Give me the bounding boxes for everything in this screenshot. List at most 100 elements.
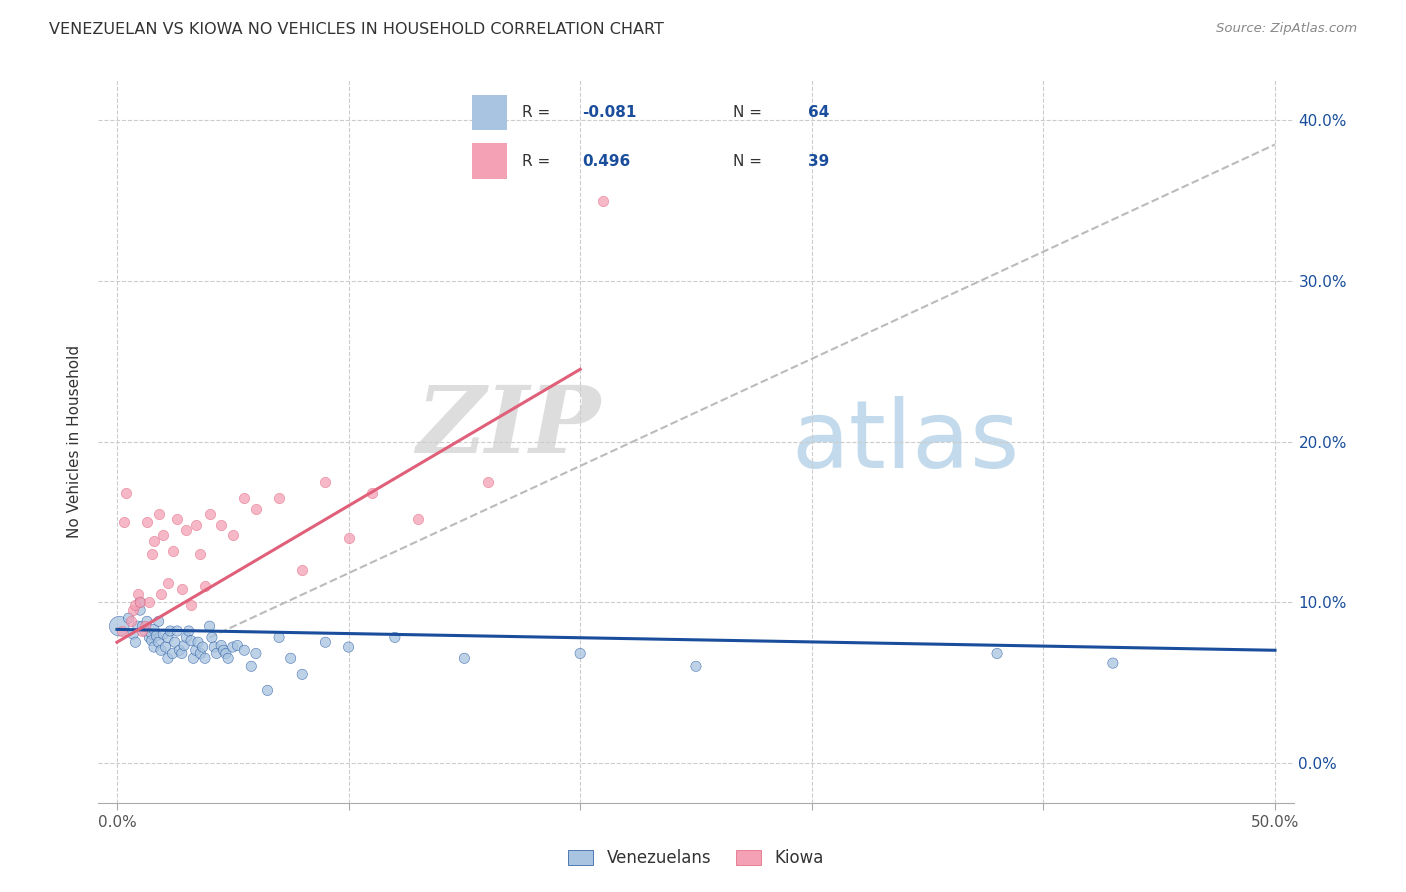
- Point: [267, 491, 290, 505]
- Point: [256, 683, 278, 698]
- Point: [205, 647, 228, 661]
- Point: [131, 624, 153, 638]
- Point: [406, 511, 429, 525]
- Point: [226, 639, 249, 653]
- Point: [136, 615, 159, 629]
- Point: [245, 647, 267, 661]
- Point: [209, 518, 232, 533]
- Point: [152, 527, 174, 541]
- Point: [240, 659, 263, 673]
- Point: [170, 582, 193, 597]
- Point: [188, 647, 211, 661]
- Point: [159, 624, 181, 638]
- Text: VENEZUELAN VS KIOWA NO VEHICLES IN HOUSEHOLD CORRELATION CHART: VENEZUELAN VS KIOWA NO VEHICLES IN HOUSE…: [49, 22, 664, 37]
- Point: [176, 523, 198, 537]
- Point: [163, 635, 186, 649]
- Point: [194, 651, 217, 665]
- Point: [129, 603, 152, 617]
- Text: ZIP: ZIP: [416, 382, 600, 472]
- Point: [187, 635, 209, 649]
- Point: [685, 659, 707, 673]
- Legend: Venezuelans, Kiowa: Venezuelans, Kiowa: [561, 843, 831, 874]
- Text: Source: ZipAtlas.com: Source: ZipAtlas.com: [1216, 22, 1357, 36]
- Point: [180, 633, 202, 648]
- Point: [155, 640, 177, 654]
- Point: [138, 631, 160, 645]
- Point: [177, 624, 200, 638]
- Point: [120, 615, 142, 629]
- Point: [222, 527, 245, 541]
- Point: [148, 507, 170, 521]
- Point: [110, 624, 132, 638]
- Point: [141, 547, 163, 561]
- Point: [202, 640, 225, 654]
- Point: [148, 635, 170, 649]
- Point: [180, 599, 202, 613]
- Point: [209, 639, 232, 653]
- Point: [337, 640, 360, 654]
- Point: [198, 507, 221, 521]
- Point: [291, 563, 314, 577]
- Point: [152, 627, 174, 641]
- Point: [134, 619, 156, 633]
- Point: [184, 643, 207, 657]
- Point: [212, 643, 235, 657]
- Point: [267, 631, 290, 645]
- Point: [314, 475, 336, 489]
- Point: [1102, 656, 1125, 670]
- Point: [108, 619, 131, 633]
- Point: [291, 667, 314, 681]
- Point: [569, 647, 592, 661]
- Point: [149, 587, 172, 601]
- Point: [592, 194, 614, 208]
- Point: [245, 502, 267, 516]
- Point: [314, 635, 336, 649]
- Point: [222, 640, 245, 654]
- Point: [198, 619, 221, 633]
- Point: [134, 624, 156, 638]
- Point: [183, 651, 205, 665]
- Point: [162, 543, 184, 558]
- Point: [360, 486, 382, 500]
- Point: [166, 511, 188, 525]
- Point: [138, 595, 160, 609]
- Point: [986, 647, 1008, 661]
- Point: [477, 475, 499, 489]
- Text: atlas: atlas: [792, 395, 1019, 488]
- Point: [156, 631, 179, 645]
- Point: [115, 486, 138, 500]
- Point: [143, 640, 166, 654]
- Point: [233, 491, 256, 505]
- Point: [194, 579, 217, 593]
- Point: [122, 627, 145, 641]
- Point: [188, 547, 211, 561]
- Point: [124, 599, 146, 613]
- Point: [129, 595, 152, 609]
- Point: [170, 647, 193, 661]
- Point: [127, 587, 149, 601]
- Point: [384, 631, 406, 645]
- Point: [166, 624, 188, 638]
- Point: [233, 643, 256, 657]
- Point: [217, 651, 239, 665]
- Point: [173, 639, 195, 653]
- Point: [127, 619, 149, 633]
- Point: [117, 611, 139, 625]
- Point: [162, 647, 184, 661]
- Point: [184, 518, 207, 533]
- Point: [122, 603, 145, 617]
- Point: [143, 534, 166, 549]
- Point: [136, 515, 159, 529]
- Point: [169, 643, 191, 657]
- Point: [156, 575, 179, 590]
- Point: [112, 515, 135, 529]
- Point: [129, 595, 152, 609]
- Point: [143, 623, 166, 637]
- Point: [145, 629, 167, 643]
- Point: [201, 631, 224, 645]
- Point: [141, 633, 163, 648]
- Y-axis label: No Vehicles in Household: No Vehicles in Household: [67, 345, 83, 538]
- Point: [453, 651, 475, 665]
- Point: [337, 531, 360, 545]
- Point: [156, 651, 179, 665]
